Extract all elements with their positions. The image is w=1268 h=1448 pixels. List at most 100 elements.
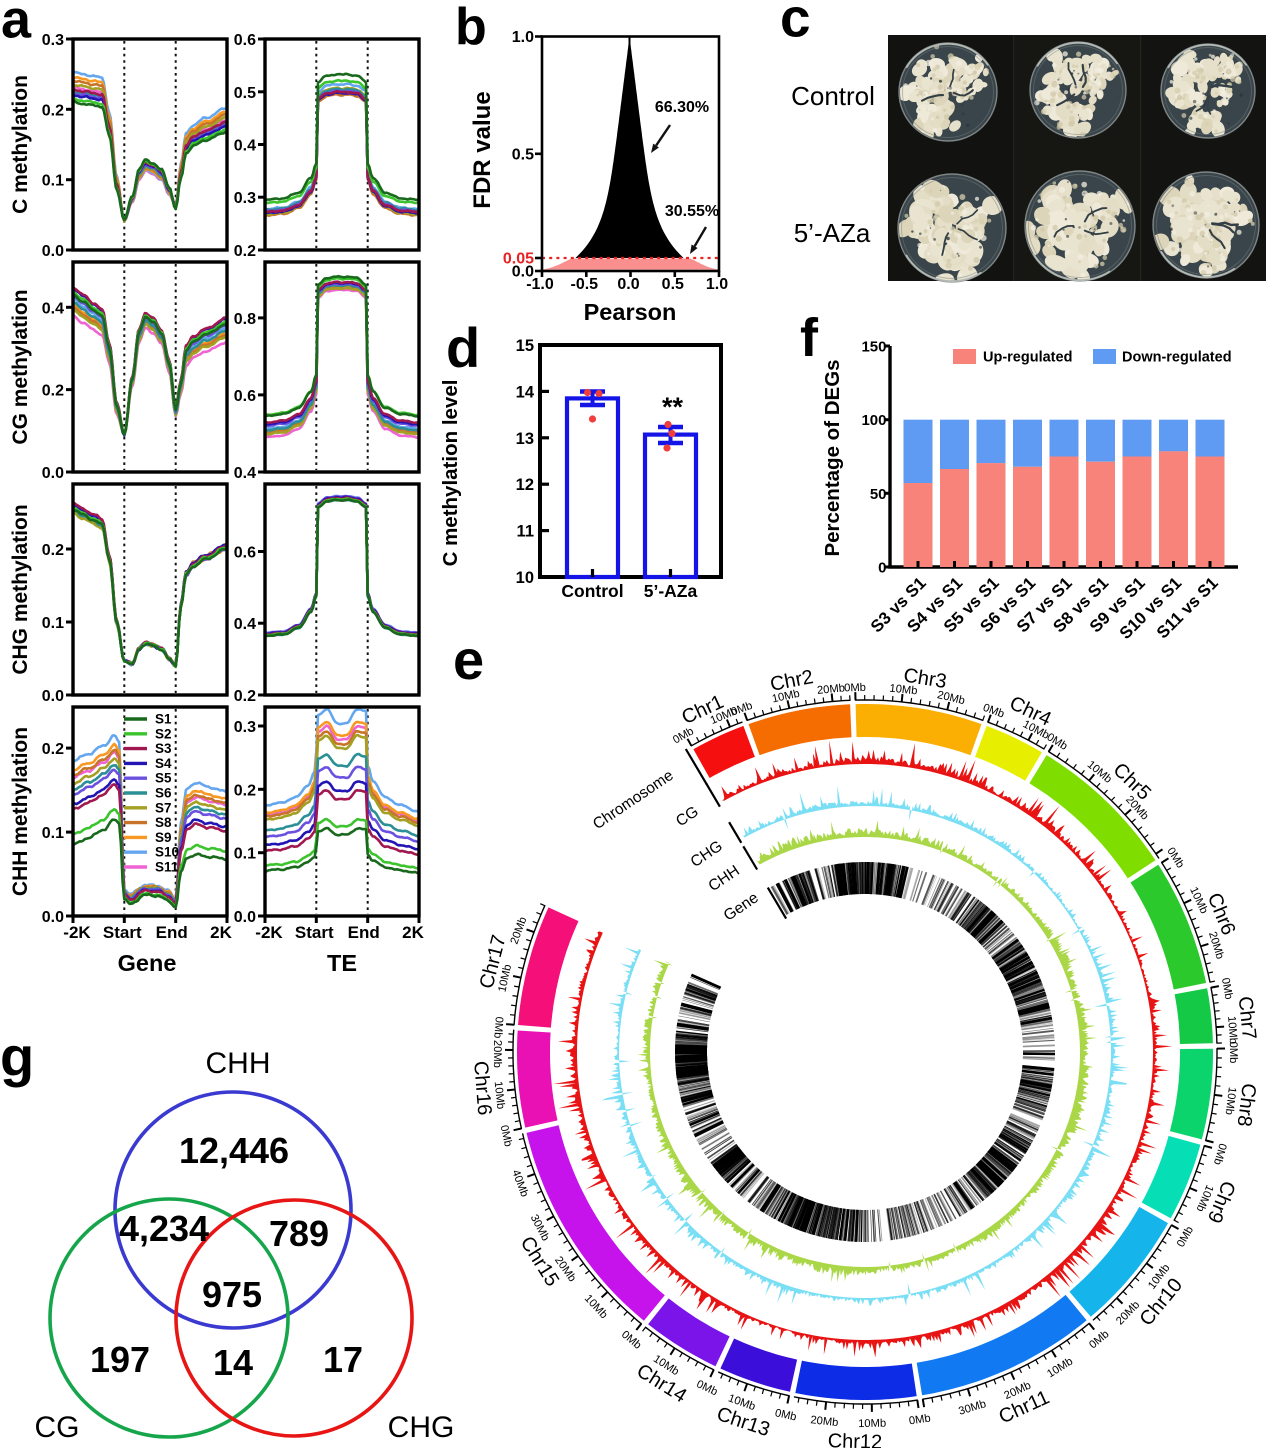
- svg-text:100: 100: [861, 412, 886, 429]
- svg-text:Chr12: Chr12: [827, 1430, 882, 1448]
- svg-text:CHG: CHG: [388, 1411, 455, 1444]
- svg-text:0.3: 0.3: [42, 32, 64, 49]
- svg-text:0Mb: 0Mb: [1219, 977, 1235, 1001]
- svg-text:2K: 2K: [402, 923, 424, 942]
- svg-text:0.2: 0.2: [42, 542, 64, 559]
- svg-text:0.1: 0.1: [234, 846, 256, 863]
- svg-text:0.05: 0.05: [503, 251, 534, 268]
- svg-text:0: 0: [878, 560, 886, 577]
- svg-text:20Mb: 20Mb: [810, 1414, 839, 1429]
- svg-text:S8: S8: [155, 815, 172, 830]
- svg-text:0.8: 0.8: [234, 311, 256, 328]
- svg-text:5’-AZa: 5’-AZa: [794, 218, 871, 248]
- svg-text:Up-regulated: Up-regulated: [983, 350, 1072, 366]
- svg-text:0.2: 0.2: [42, 102, 64, 119]
- svg-text:0.0: 0.0: [42, 465, 64, 482]
- svg-text:20Mb: 20Mb: [817, 682, 846, 697]
- svg-text:14: 14: [213, 1342, 253, 1383]
- svg-text:20Mb: 20Mb: [491, 1040, 503, 1068]
- svg-text:0.2: 0.2: [42, 383, 64, 400]
- svg-text:12: 12: [516, 476, 534, 494]
- svg-text:S11: S11: [155, 860, 179, 875]
- svg-text:CHH methylation: CHH methylation: [9, 727, 32, 896]
- svg-text:50: 50: [870, 486, 887, 503]
- svg-text:0.5: 0.5: [662, 276, 684, 293]
- svg-text:0.1: 0.1: [42, 825, 64, 842]
- svg-text:c: c: [780, 0, 811, 49]
- svg-text:a: a: [1, 0, 32, 50]
- svg-text:10Mb: 10Mb: [858, 1418, 886, 1431]
- svg-text:0.2: 0.2: [42, 741, 64, 758]
- svg-text:66.30%: 66.30%: [655, 99, 709, 116]
- svg-text:12,446: 12,446: [179, 1130, 289, 1171]
- svg-text:0.4: 0.4: [42, 300, 64, 317]
- svg-text:Pearson: Pearson: [584, 299, 677, 325]
- svg-text:S10: S10: [155, 845, 179, 860]
- svg-text:0.3: 0.3: [234, 719, 256, 736]
- svg-text:S4: S4: [155, 756, 172, 771]
- svg-text:0Mb: 0Mb: [908, 1412, 931, 1427]
- svg-text:0.4: 0.4: [234, 465, 256, 482]
- svg-text:14: 14: [516, 383, 535, 401]
- svg-text:0.2: 0.2: [234, 243, 256, 260]
- svg-text:Chr16: Chr16: [469, 1060, 495, 1116]
- svg-text:10Mb: 10Mb: [496, 963, 514, 993]
- svg-text:0.6: 0.6: [234, 545, 256, 562]
- svg-text:10Mb: 10Mb: [889, 683, 918, 698]
- svg-text:Down-regulated: Down-regulated: [1122, 350, 1232, 366]
- svg-text:0.5: 0.5: [234, 85, 256, 102]
- svg-text:0.0: 0.0: [42, 243, 64, 260]
- svg-text:10Mb: 10Mb: [771, 688, 801, 706]
- svg-text:Chr7: Chr7: [1234, 995, 1260, 1040]
- svg-text:S9: S9: [155, 830, 172, 845]
- svg-text:C methylation level: C methylation level: [439, 380, 462, 567]
- svg-text:-1.0: -1.0: [526, 276, 554, 293]
- svg-text:2K: 2K: [210, 923, 232, 942]
- svg-text:0Mb: 0Mb: [1211, 1142, 1228, 1166]
- svg-text:S3: S3: [155, 741, 172, 756]
- svg-text:0.0: 0.0: [42, 688, 64, 705]
- svg-text:0.4: 0.4: [234, 138, 256, 155]
- svg-text:1.0: 1.0: [512, 29, 534, 46]
- svg-text:975: 975: [202, 1274, 262, 1315]
- svg-text:0.5: 0.5: [512, 146, 534, 163]
- svg-text:-0.5: -0.5: [571, 276, 599, 293]
- svg-text:0.6: 0.6: [234, 32, 256, 49]
- svg-text:CHG methylation: CHG methylation: [9, 504, 32, 674]
- svg-text:0.0: 0.0: [512, 264, 534, 281]
- svg-text:0.6: 0.6: [234, 388, 256, 405]
- svg-text:e: e: [453, 628, 484, 691]
- svg-text:S2: S2: [155, 726, 172, 741]
- svg-text:b: b: [455, 0, 487, 56]
- svg-text:CG: CG: [35, 1411, 80, 1444]
- svg-text:Percentage of DEGs: Percentage of DEGs: [821, 359, 844, 556]
- svg-text:**: **: [662, 392, 684, 422]
- svg-text:End: End: [156, 923, 188, 942]
- svg-text:Control: Control: [791, 81, 875, 111]
- svg-text:0Mb: 0Mb: [844, 682, 866, 695]
- svg-text:-2K: -2K: [63, 923, 91, 942]
- svg-text:FDR value: FDR value: [469, 91, 496, 208]
- svg-text:Control: Control: [561, 581, 623, 601]
- svg-text:0Mb: 0Mb: [498, 1124, 514, 1148]
- svg-text:CHH: CHH: [206, 1047, 271, 1080]
- svg-text:10Mb: 10Mb: [1225, 1016, 1239, 1045]
- svg-text:0.1: 0.1: [42, 173, 64, 190]
- svg-text:Start: Start: [295, 923, 334, 942]
- svg-text:Gene: Gene: [118, 950, 177, 976]
- svg-text:0Mb: 0Mb: [1227, 1042, 1239, 1064]
- svg-text:S7: S7: [155, 800, 172, 815]
- svg-text:0.4: 0.4: [234, 616, 256, 633]
- svg-text:4,234: 4,234: [119, 1208, 209, 1249]
- svg-text:0.0: 0.0: [42, 909, 64, 926]
- svg-text:0.0: 0.0: [617, 276, 639, 293]
- svg-text:10Mb: 10Mb: [1223, 1086, 1238, 1115]
- svg-text:5’-AZa: 5’-AZa: [644, 581, 698, 601]
- svg-text:13: 13: [516, 430, 534, 448]
- svg-text:11: 11: [517, 523, 534, 541]
- svg-text:TE: TE: [327, 950, 357, 976]
- svg-text:Chr8: Chr8: [1233, 1082, 1260, 1128]
- svg-text:0.2: 0.2: [234, 782, 256, 799]
- svg-text:789: 789: [269, 1213, 329, 1254]
- svg-text:g: g: [0, 1025, 34, 1088]
